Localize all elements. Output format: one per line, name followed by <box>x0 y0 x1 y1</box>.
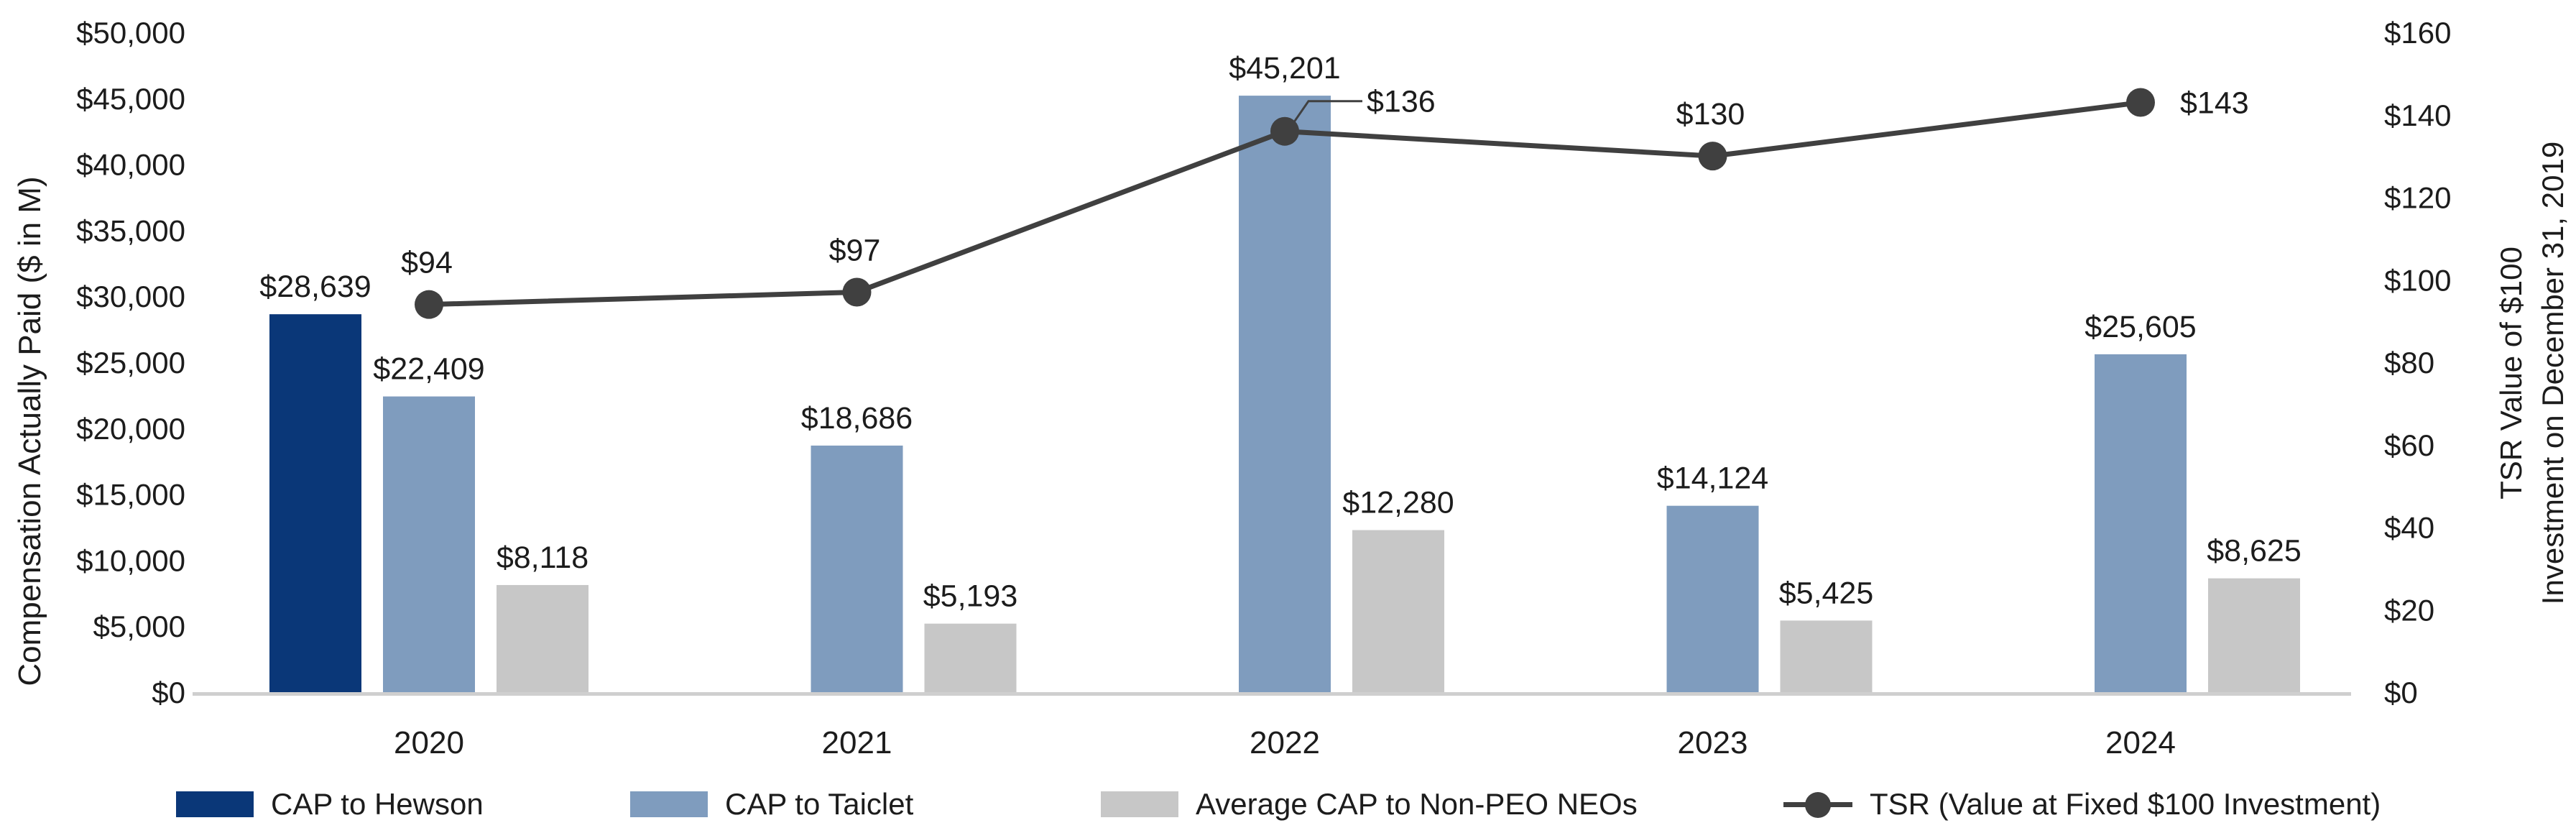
legend-label-cap-to-taiclet: CAP to Taiclet <box>725 787 914 821</box>
tsr-point-2021 <box>842 277 872 307</box>
bar-cap-to-taiclet-2024 <box>2095 354 2187 692</box>
left-axis-tick-label: $25,000 <box>76 346 185 380</box>
left-axis-tick-label: $15,000 <box>76 478 185 512</box>
left-axis-tick-label: $35,000 <box>76 213 185 247</box>
legend-line-dot-marker-icon <box>1783 786 1852 822</box>
right-axis-tick-label: $20 <box>2384 593 2434 627</box>
right-axis-tick-label: $120 <box>2384 181 2451 215</box>
right-axis-tick-label: $80 <box>2384 346 2434 380</box>
legend-swatch-average-cap-non-peo-neos <box>1101 791 1178 817</box>
x-axis-label-2021: 2021 <box>822 725 892 760</box>
legend: CAP to Hewson CAP to Taiclet Average CAP… <box>0 786 2576 822</box>
left-axis-tick-label: $30,000 <box>76 280 185 313</box>
bar-cap-to-taiclet-2021 <box>811 445 903 692</box>
bar-label-average-cap-to-non-peo-neos-2021: $5,193 <box>923 579 1018 614</box>
bar-average-cap-to-non-peo-neos-2020 <box>497 584 588 692</box>
right-axis-tick-label: $40 <box>2384 511 2434 545</box>
x-axis-label-2022: 2022 <box>1250 725 1320 760</box>
tsr-label-2020: $94 <box>401 246 453 280</box>
tsr-point-2020 <box>415 290 443 319</box>
bar-average-cap-to-non-peo-neos-2023 <box>1780 620 1873 692</box>
legend-label-tsr: TSR (Value at Fixed $100 Investment) <box>1870 787 2381 821</box>
legend-item-tsr: TSR (Value at Fixed $100 Investment) <box>1783 786 2381 822</box>
bar-label-cap-to-taiclet-2021: $18,686 <box>801 401 913 436</box>
right-axis-title-line1: TSR Value of $100 <box>2494 247 2528 500</box>
legend-item-cap-to-taiclet: CAP to Taiclet <box>630 786 913 822</box>
left-axis-tick-label: $20,000 <box>76 412 185 446</box>
bar-label-average-cap-to-non-peo-neos-2022: $12,280 <box>1342 486 1454 520</box>
left-axis-tick-label: $40,000 <box>76 148 185 182</box>
tsr-label-2023: $130 <box>1676 97 1745 132</box>
bar-average-cap-to-non-peo-neos-2021 <box>924 623 1017 692</box>
x-axis-label-2024: 2024 <box>2105 725 2176 760</box>
right-axis-title: TSR Value of $100 Investment on December… <box>2490 142 2574 604</box>
tsr-label-2021: $97 <box>829 233 881 267</box>
left-axis-title: Compensation Actually Paid ($ in M) <box>12 176 47 686</box>
right-axis-tick-label: $160 <box>2384 16 2451 50</box>
bar-label-cap-to-taiclet-2023: $14,124 <box>1657 461 1768 496</box>
bar-label-average-cap-to-non-peo-neos-2020: $8,118 <box>497 540 588 575</box>
legend-item-cap-to-hewson: CAP to Hewson <box>176 786 484 822</box>
bar-label-cap-to-taiclet-2020: $22,409 <box>373 352 484 387</box>
tsr-point-2024 <box>2126 88 2155 117</box>
bar-cap-to-hewson-2020 <box>269 314 361 692</box>
right-axis-tick-label: $60 <box>2384 428 2434 462</box>
right-axis-title-line2: Investment on December 31, 2019 <box>2536 141 2570 605</box>
left-axis-tick-label: $10,000 <box>76 543 185 577</box>
tsr-point-2022 <box>1270 116 1299 146</box>
x-axis-label-2020: 2020 <box>394 725 464 760</box>
tsr-label-2024: $143 <box>2180 86 2249 121</box>
legend-marker-dot <box>1805 792 1831 818</box>
bar-cap-to-taiclet-2022 <box>1239 96 1331 693</box>
left-axis-tick-label: $0 <box>152 676 185 709</box>
legend-label-average-cap-non-peo-neos: Average CAP to Non-PEO NEOs <box>1196 787 1638 821</box>
left-axis-tick-label: $45,000 <box>76 82 185 116</box>
right-axis-tick-label: $140 <box>2384 98 2451 132</box>
bar-label-cap-to-taiclet-2024: $25,605 <box>2085 310 2196 344</box>
bar-label-cap-to-taiclet-2022: $45,201 <box>1229 51 1340 86</box>
right-axis-tick-label: $100 <box>2384 263 2451 297</box>
legend-swatch-cap-to-hewson <box>176 791 254 817</box>
bar-average-cap-to-non-peo-neos-2024 <box>2208 578 2300 692</box>
bar-label-average-cap-to-non-peo-neos-2023: $5,425 <box>1779 576 1874 610</box>
left-axis-tick-label: $50,000 <box>76 16 185 50</box>
x-axis-label-2023: 2023 <box>1678 725 1748 760</box>
bar-cap-to-taiclet-2023 <box>1666 505 1759 692</box>
legend-label-cap-to-hewson: CAP to Hewson <box>271 787 484 821</box>
bar-label-cap-to-hewson-2020: $28,639 <box>259 270 371 304</box>
legend-item-average-cap-non-peo-neos: Average CAP to Non-PEO NEOs <box>1101 786 1638 822</box>
x-axis-line <box>193 692 2351 696</box>
bar-cap-to-taiclet-2020 <box>383 396 475 692</box>
tsr-label-2022: $136 <box>1367 85 1436 119</box>
tsr-label-leader-line <box>1293 100 1362 123</box>
legend-swatch-cap-to-taiclet <box>630 791 708 817</box>
bar-average-cap-to-non-peo-neos-2022 <box>1352 530 1444 692</box>
right-axis-tick-label: $0 <box>2384 676 2418 709</box>
tsr-point-2023 <box>1698 142 1727 171</box>
left-axis-tick-label: $5,000 <box>93 610 185 643</box>
bar-label-average-cap-to-non-peo-neos-2024: $8,625 <box>2207 534 2302 569</box>
